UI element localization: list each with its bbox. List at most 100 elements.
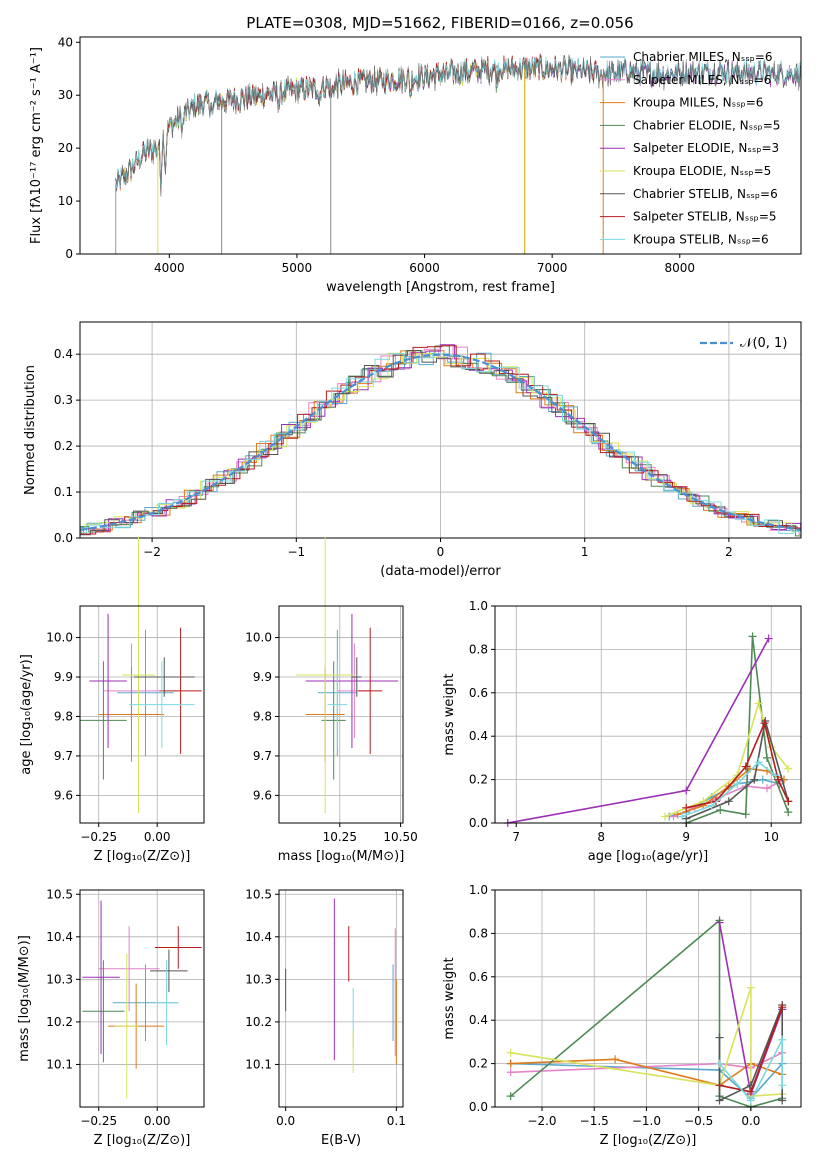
x-tick-label: 10.25	[323, 830, 357, 844]
x-tick-label: 0.0	[741, 1114, 760, 1128]
y-tick-label: 10.0	[245, 631, 272, 645]
x-tick-label: −0.5	[684, 1114, 713, 1128]
x-tick-label: 0.00	[144, 830, 171, 844]
axes-frame	[494, 889, 802, 1108]
y-tick-label: 30	[58, 88, 73, 102]
residual-histogram-steps	[80, 345, 801, 535]
y-tick-label: 10.5	[245, 887, 272, 901]
y-tick-label: 9.7	[54, 749, 73, 763]
mass-weight-series-line	[677, 767, 785, 816]
x-tick-label: 0.1	[387, 1114, 406, 1128]
mass-weight-marker	[774, 775, 783, 784]
y-tick-label: 10.2	[245, 1015, 272, 1029]
x-tick-label: 8000	[664, 261, 695, 275]
x-tick-label: −2.0	[527, 1114, 556, 1128]
mass-weight-series-line	[686, 720, 790, 809]
legend-entry-label: Chabrier STELIB, Nₛₛₚ=6	[633, 187, 778, 201]
x-tick-label: 8	[597, 830, 605, 844]
mass-weight-marker	[748, 632, 757, 641]
mass-weight-marker	[763, 784, 771, 793]
mass-weight-marker	[682, 786, 691, 795]
x-axis-label: Z [log₁₀(Z/Z⊙)]	[94, 849, 191, 864]
mass-weight-marker	[715, 1033, 724, 1042]
x-tick-label: 6000	[409, 261, 440, 275]
mass-weight-marker	[682, 803, 691, 812]
x-axis-label: age [log₁₀(age/yr)]	[588, 849, 709, 864]
x-axis-label: (data-model)/error	[380, 564, 501, 579]
x-axis-label: mass [log₁₀(M/M⊙)]	[278, 849, 405, 864]
mass-weight-marker	[716, 805, 725, 814]
axes-frame	[79, 36, 802, 255]
y-tick-label: 0.4	[469, 729, 488, 743]
x-tick-label: −1.0	[632, 1114, 661, 1128]
y-tick-label: 0.0	[54, 531, 73, 545]
legend-entry-label: Kroupa ELODIE, Nₛₛₚ=5	[633, 164, 771, 178]
y-tick-label: 40	[58, 35, 73, 49]
mass-weight-marker	[506, 1068, 515, 1077]
y-tick-label: 0.2	[54, 439, 73, 453]
legend-entry-label: Chabrier MILES, Nₛₛₚ=6	[633, 50, 773, 64]
x-tick-label: 10.50	[383, 830, 417, 844]
mass-weight-marker	[758, 775, 767, 784]
mass-weight-marker	[778, 1081, 787, 1090]
x-tick-label: −0.25	[80, 1114, 117, 1128]
mass-weight-series-line	[686, 636, 790, 823]
age-vs-mass-panel: 10.25 10.50 9.6 9.7 9.8 9.9 10.0 mass [log₁₀(M/…	[245, 536, 418, 864]
x-tick-label: 0.00	[144, 1114, 171, 1128]
y-tick-label: 10.3	[245, 972, 272, 986]
mass-weight-marker	[754, 758, 763, 767]
y-tick-label: 9.6	[253, 788, 272, 802]
y-tick-label: 10.4	[46, 930, 73, 944]
mass-weight-marker	[715, 1081, 724, 1090]
y-tick-label: 0.0	[469, 1100, 488, 1114]
mass-weight-marker	[750, 775, 759, 784]
axes-frame	[79, 889, 205, 1108]
axes-frame	[278, 605, 404, 824]
x-tick-label: 5000	[282, 261, 313, 275]
legend-entry-label: 𝒩(0, 1)	[740, 336, 787, 351]
y-tick-label: 0.8	[469, 642, 488, 656]
legend-entry-label: Kroupa MILES, Nₛₛₚ=6	[633, 96, 763, 110]
y-tick-label: 10.3	[46, 972, 73, 986]
y-tick-label: 9.9	[54, 670, 73, 684]
mass-vs-extinction-panel: 0.0 0.1 10.1 10.2 10.3 10.4 10.5 E(B-V)	[245, 887, 406, 1148]
mass-weight-series-line	[718, 1039, 783, 1102]
mass-weight-marker	[746, 1087, 755, 1096]
mass-weight-marker	[771, 771, 780, 780]
observed-spectrum-line	[115, 53, 801, 197]
mass-weight-series-line	[507, 638, 770, 823]
mass-weight-marker	[784, 808, 793, 817]
mass-weight-marker	[707, 801, 716, 810]
y-tick-label: 0.4	[469, 1013, 488, 1027]
y-axis-label: age [log₁₀(age/yr)]	[19, 654, 34, 775]
y-tick-label: 0.6	[469, 970, 488, 984]
mass-weight-marker	[682, 814, 691, 823]
y-axis-label: Flux [fλ10⁻¹⁷ erg cm⁻² s⁻¹ A⁻¹]	[29, 47, 44, 244]
x-tick-label: 10	[764, 830, 779, 844]
mass-vs-metallicity-panel: −0.25 0.00 10.1 10.2 10.3 10.4 10.5 Z [log₁₀(Z/…	[17, 887, 205, 1148]
legend-entry-label: Salpeter ELODIE, Nₛₛₚ=3	[633, 141, 779, 155]
y-tick-label: 10.0	[46, 631, 73, 645]
y-tick-label: 0.4	[54, 347, 73, 361]
age-vs-metallicity-panel: −0.25 0.00 9.6 9.7 9.8 9.9 10.0 Z [log₁₀(Z/Z⊙)]…	[19, 536, 205, 864]
mass-weight-marker	[741, 762, 750, 771]
x-tick-label: 0.0	[276, 1114, 295, 1128]
legend-entry-label: Salpeter MILES, Nₛₛₚ=6	[633, 73, 771, 87]
mass-weight-series-line	[664, 700, 789, 818]
y-tick-label: 10.2	[46, 1015, 73, 1029]
weight-vs-age-panel: 7 8 9 10 0.0 0.2 0.4 0.6 0.8 1.0 age [log₁₀(age/yr…	[442, 599, 802, 864]
y-tick-label: 0.6	[469, 686, 488, 700]
y-tick-label: 10.4	[245, 930, 272, 944]
y-tick-label: 10.5	[46, 887, 73, 901]
residual-histogram-steps	[80, 352, 801, 532]
y-tick-label: 10	[58, 194, 73, 208]
axes-frame	[79, 605, 205, 824]
mass-weight-marker	[733, 779, 742, 788]
y-tick-label: 0.2	[469, 1057, 488, 1071]
x-tick-label: 7	[512, 830, 520, 844]
mass-weight-marker	[611, 1055, 620, 1064]
mass-weight-marker	[741, 810, 750, 819]
x-tick-label: 4000	[154, 261, 185, 275]
x-axis-label: E(B-V)	[321, 1133, 361, 1148]
